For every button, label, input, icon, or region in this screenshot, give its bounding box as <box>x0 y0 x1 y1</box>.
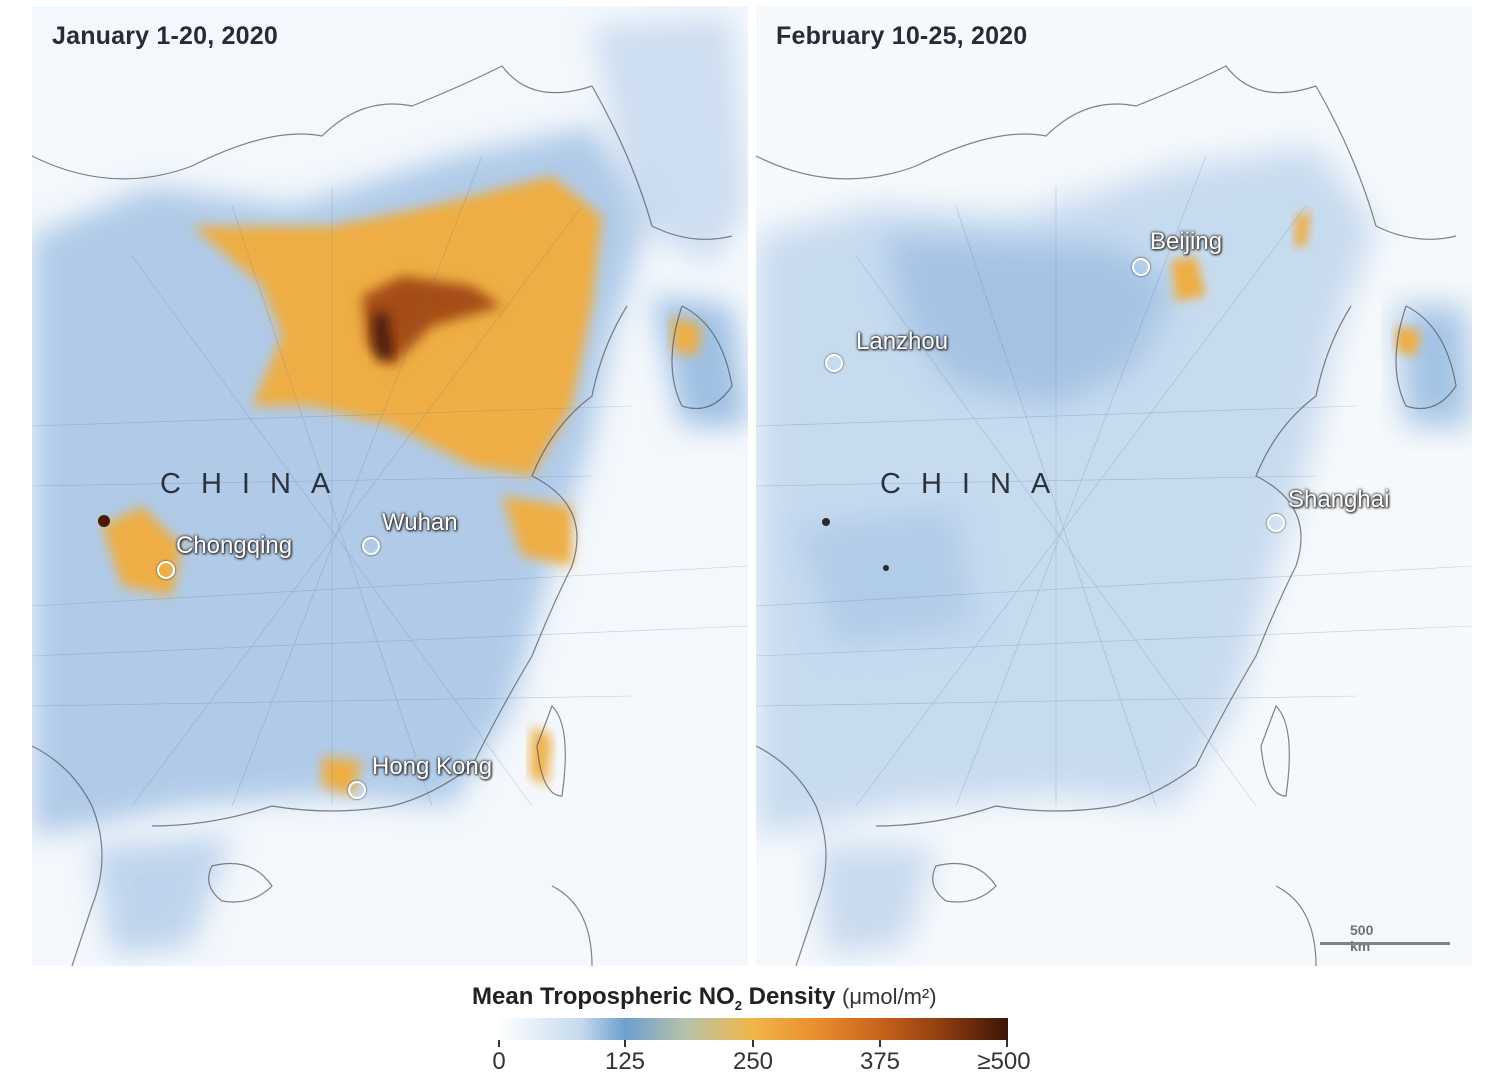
city-marker-beijing <box>1132 258 1150 276</box>
city-label-chongqing: Chongqing <box>176 532 293 559</box>
no2-map-february <box>756 6 1472 966</box>
tick-mark <box>1006 1040 1008 1047</box>
scale-line <box>1320 942 1450 945</box>
map-panel-january: January 1-20, 2020 CHINA Chongqing Wuhan… <box>32 6 748 966</box>
city-label-wuhan: Wuhan <box>382 509 458 536</box>
city-marker-shanghai <box>1267 514 1285 532</box>
panel-title: February 10-25, 2020 <box>776 22 1028 50</box>
country-label: CHINA <box>880 468 1071 500</box>
city-label-shanghai: Shanghai <box>1288 486 1390 513</box>
legend-title-subscript: 2 <box>734 997 742 1013</box>
city-marker-wuhan <box>362 537 380 555</box>
city-marker-hong-kong <box>348 781 366 799</box>
city-label-hong-kong: Hong Kong <box>372 753 493 780</box>
city-label-lanzhou: Lanzhou <box>856 328 949 355</box>
color-scale-bar <box>498 1018 1008 1040</box>
legend-title: Mean Tropospheric NO2 Density (μmol/m²) <box>472 983 937 1013</box>
tick-mark <box>879 1040 881 1047</box>
tick-mark <box>624 1040 626 1047</box>
country-label: CHINA <box>160 468 351 500</box>
scale-label: 500 km <box>1350 922 1374 954</box>
legend-title-main: Mean Tropospheric NO <box>472 983 735 1010</box>
city-marker-lanzhou <box>825 354 843 372</box>
color-legend: Mean Tropospheric NO2 Density (μmol/m²) … <box>472 983 1032 1088</box>
panel-title: January 1-20, 2020 <box>52 22 278 50</box>
city-label-beijing: Beijing <box>1150 228 1223 255</box>
no2-map-january <box>32 6 748 966</box>
tick-label: ≥500 <box>977 1048 1031 1075</box>
tick-label: 250 <box>732 1048 774 1075</box>
city-marker-chongqing <box>157 561 175 579</box>
map-panel-february: February 10-25, 2020 CHINA Beijing Lanzh… <box>756 6 1472 966</box>
legend-title-end: Density <box>741 983 836 1010</box>
tick-label: 0 <box>492 1048 506 1075</box>
tick-label: 375 <box>859 1048 901 1075</box>
tick-mark <box>498 1040 500 1047</box>
legend-unit: (μmol/m²) <box>842 984 937 1009</box>
tick-mark <box>752 1040 754 1047</box>
tick-label: 125 <box>604 1048 646 1075</box>
